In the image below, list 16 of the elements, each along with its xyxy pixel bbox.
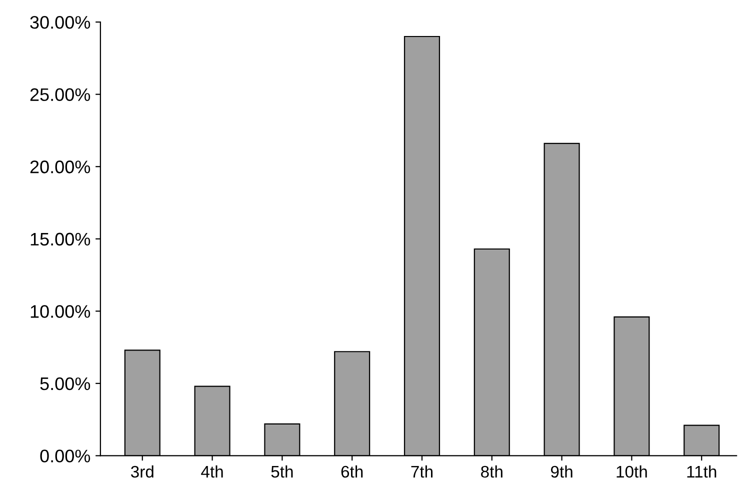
y-tick-label: 30.00% [30,16,90,29]
y-tick-label: 10.00% [30,305,90,318]
y-tick-label: 0.00% [40,450,90,462]
x-tick-label: 3rd [130,465,154,478]
y-tick-label: 15.00% [30,232,90,246]
x-tick-label: 8th [481,465,502,478]
y-tick-label: 20.00% [30,160,90,174]
x-tick-label: 6th [341,465,363,478]
x-tick-label: 5th [271,465,293,478]
x-tick-label: 4th [201,465,223,478]
x-tick-label: 10th [616,465,647,478]
y-tick-label: 25.00% [30,88,90,102]
x-tick-label: 7th [411,465,432,478]
x-tick-label: 11th [687,465,716,478]
y-tick-label: 5.00% [40,377,90,390]
x-tick-label: 9th [551,465,572,478]
